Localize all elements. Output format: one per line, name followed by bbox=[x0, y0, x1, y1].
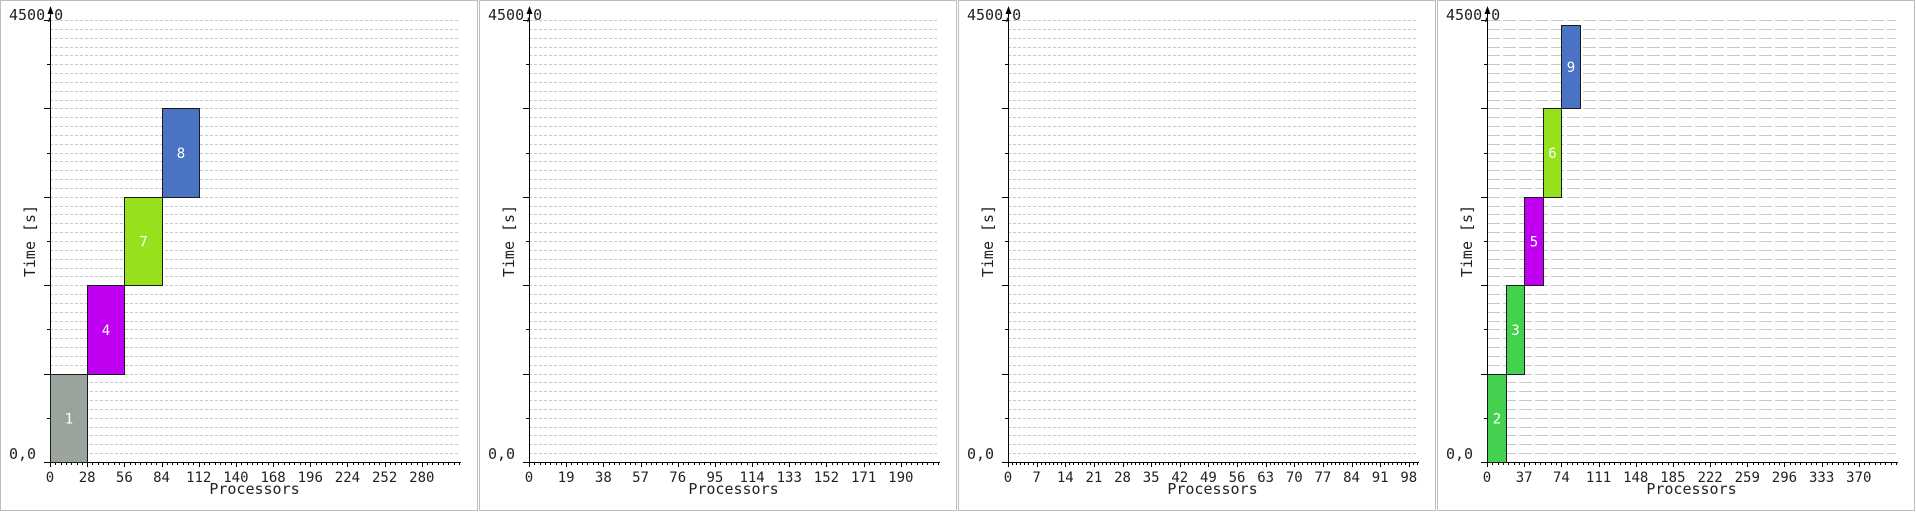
x-tick-label: 28 bbox=[1114, 470, 1131, 486]
x-tick-label: 185 bbox=[1660, 470, 1685, 486]
x-tick-label: 19 bbox=[558, 470, 575, 486]
x-tick-label: 84 bbox=[1343, 470, 1360, 486]
x-tick-label: 280 bbox=[409, 470, 434, 486]
grid-lines bbox=[50, 20, 459, 463]
x-tick-label: 91 bbox=[1372, 470, 1389, 486]
job-block-3[interactable] bbox=[1506, 285, 1525, 375]
x-tick-label: 152 bbox=[814, 470, 839, 486]
y-max-label: 4500,0 bbox=[9, 6, 63, 24]
x-tick-label: 112 bbox=[186, 470, 211, 486]
x-tick-label: 70 bbox=[1286, 470, 1303, 486]
x-axis-title: Processors bbox=[688, 480, 778, 498]
y-axis-arrow-icon bbox=[47, 6, 54, 14]
x-tick-label: 57 bbox=[632, 470, 649, 486]
job-label: 6 bbox=[1548, 146, 1556, 162]
x-tick-label: 49 bbox=[1200, 470, 1217, 486]
chart-panel-3: 0 7 14 21 28 35 42 49 56 63 70 77 84 91 98 4500,0 0,0 Pro… bbox=[958, 0, 1436, 511]
y-max-label: 4500,0 bbox=[488, 6, 542, 24]
x-tick-label: 37 bbox=[1516, 470, 1533, 486]
job-block-8[interactable] bbox=[162, 108, 200, 198]
x-tick-label: 35 bbox=[1143, 470, 1160, 486]
x-tick-label: 370 bbox=[1846, 470, 1871, 486]
x-axis-title: Processors bbox=[209, 480, 299, 498]
x-tick-label: 171 bbox=[851, 470, 876, 486]
x-axis-title: Processors bbox=[1646, 480, 1736, 498]
x-axis-title: Processors bbox=[1167, 480, 1257, 498]
x-tick-label: 224 bbox=[335, 470, 360, 486]
x-tick-label: 63 bbox=[1257, 470, 1274, 486]
grid-lines bbox=[529, 20, 938, 463]
job-label: 5 bbox=[1530, 235, 1538, 251]
job-block-6[interactable] bbox=[1543, 108, 1562, 198]
panel-frame bbox=[479, 0, 957, 511]
job-label: 3 bbox=[1511, 323, 1519, 339]
chart-panel-4: 0 37 74 111 148 185 222 259 296 333 3704500,00,0Pr… bbox=[1437, 0, 1915, 511]
x-tick-label: 296 bbox=[1772, 470, 1797, 486]
x-tick-label: 259 bbox=[1735, 470, 1760, 486]
x-tick-label: 148 bbox=[1623, 470, 1648, 486]
x-tick-label: 140 bbox=[223, 470, 248, 486]
job-block-1[interactable] bbox=[50, 374, 88, 463]
y-axis-arrow-icon bbox=[1484, 6, 1491, 14]
x-tick-label: 95 bbox=[706, 470, 723, 486]
y-axis-title: Time [s] bbox=[979, 205, 997, 277]
job-label: 9 bbox=[1567, 60, 1575, 76]
x-tick-label: 333 bbox=[1809, 470, 1834, 486]
y-axis-arrow-icon bbox=[526, 6, 533, 14]
job-label: 1 bbox=[65, 412, 73, 428]
job-label: 8 bbox=[177, 146, 185, 162]
y-max-label: 4500,0 bbox=[1446, 6, 1500, 24]
x-tick-label: 77 bbox=[1315, 470, 1332, 486]
x-tick-label: 0 bbox=[525, 470, 533, 486]
x-tick-label: 114 bbox=[739, 470, 764, 486]
x-tick-label: 56 bbox=[1229, 470, 1246, 486]
panel-frame bbox=[958, 0, 1436, 511]
x-tick-label: 0 bbox=[1483, 470, 1491, 486]
x-tick-label: 74 bbox=[1553, 470, 1570, 486]
y-min-label: 0,0 bbox=[9, 445, 36, 463]
y-axis-arrow-icon bbox=[1005, 6, 1012, 14]
x-tick-label: 42 bbox=[1171, 470, 1188, 486]
chart-panel-1: 0 28 56 84 112 140 168 196 224 252 2804500,00,0Pro… bbox=[0, 0, 478, 511]
x-tick-label: 222 bbox=[1697, 470, 1722, 486]
x-tick-label: 14 bbox=[1057, 470, 1074, 486]
y-max-label: 4500,0 bbox=[967, 6, 1021, 24]
y-axis-title: Time [s] bbox=[21, 205, 39, 277]
job-block-9[interactable] bbox=[1561, 25, 1581, 109]
x-tick-label: 133 bbox=[777, 470, 802, 486]
job-block-4[interactable] bbox=[87, 285, 125, 375]
job-block-2[interactable] bbox=[1487, 374, 1507, 463]
y-min-label: 0,0 bbox=[1446, 445, 1473, 463]
y-min-label: 0,0 bbox=[488, 445, 515, 463]
x-tick-label: 56 bbox=[116, 470, 133, 486]
x-tick-label: 7 bbox=[1032, 470, 1040, 486]
x-tick-label: 252 bbox=[372, 470, 397, 486]
job-block-5[interactable] bbox=[1524, 197, 1544, 286]
x-tick-label: 28 bbox=[79, 470, 96, 486]
y-axis-title: Time [s] bbox=[500, 205, 518, 277]
x-tick-label: 76 bbox=[669, 470, 686, 486]
panel-frame bbox=[1437, 0, 1915, 511]
x-tick-label: 21 bbox=[1085, 470, 1102, 486]
x-tick-label: 111 bbox=[1586, 470, 1611, 486]
y-min-label: 0,0 bbox=[967, 445, 994, 463]
x-tick-label: 98 bbox=[1400, 470, 1417, 486]
x-tick-label: 0 bbox=[46, 470, 54, 486]
x-tick-label: 0 bbox=[1004, 470, 1012, 486]
x-tick-label: 38 bbox=[595, 470, 612, 486]
x-tick-label: 190 bbox=[888, 470, 913, 486]
job-block-7[interactable] bbox=[124, 197, 163, 286]
job-label: 2 bbox=[1493, 412, 1501, 428]
x-tick-label: 196 bbox=[298, 470, 323, 486]
job-label: 4 bbox=[102, 323, 110, 339]
chart-panel-2: 0 19 38 57 76 95 114 133 152 171 190 4500,0 0,0 Proce… bbox=[479, 0, 957, 511]
x-tick-label: 168 bbox=[260, 470, 285, 486]
y-axis-title: Time [s] bbox=[1458, 205, 1476, 277]
x-tick-label: 84 bbox=[153, 470, 170, 486]
job-label: 7 bbox=[139, 235, 147, 251]
